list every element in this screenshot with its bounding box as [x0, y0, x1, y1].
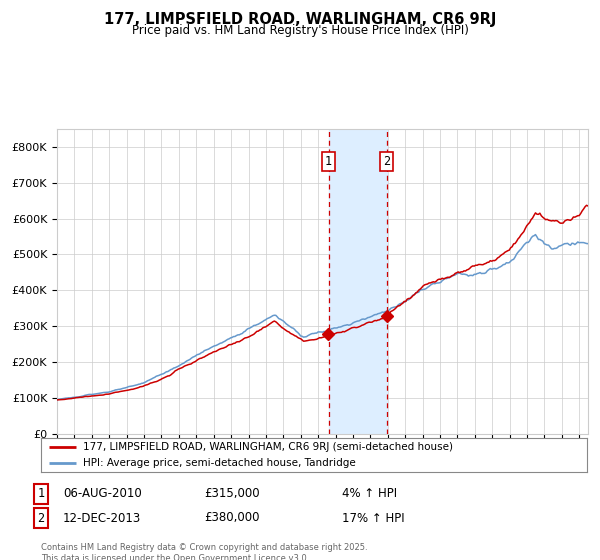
- Text: 177, LIMPSFIELD ROAD, WARLINGHAM, CR6 9RJ: 177, LIMPSFIELD ROAD, WARLINGHAM, CR6 9R…: [104, 12, 496, 27]
- Text: 17% ↑ HPI: 17% ↑ HPI: [342, 511, 404, 525]
- Text: 1: 1: [37, 487, 44, 501]
- Text: £380,000: £380,000: [204, 511, 260, 525]
- Text: 06-AUG-2010: 06-AUG-2010: [63, 487, 142, 501]
- Text: 2: 2: [383, 155, 391, 167]
- Bar: [329, 129, 387, 434]
- Text: 2: 2: [37, 511, 44, 525]
- Text: Price paid vs. HM Land Registry's House Price Index (HPI): Price paid vs. HM Land Registry's House …: [131, 24, 469, 36]
- Text: 177, LIMPSFIELD ROAD, WARLINGHAM, CR6 9RJ (semi-detached house): 177, LIMPSFIELD ROAD, WARLINGHAM, CR6 9R…: [83, 442, 454, 452]
- Text: 12-DEC-2013: 12-DEC-2013: [63, 511, 141, 525]
- Text: £315,000: £315,000: [204, 487, 260, 501]
- Text: HPI: Average price, semi-detached house, Tandridge: HPI: Average price, semi-detached house,…: [83, 458, 356, 468]
- Text: Contains HM Land Registry data © Crown copyright and database right 2025.
This d: Contains HM Land Registry data © Crown c…: [41, 543, 367, 560]
- Text: 1: 1: [325, 155, 332, 167]
- Text: 4% ↑ HPI: 4% ↑ HPI: [342, 487, 397, 501]
